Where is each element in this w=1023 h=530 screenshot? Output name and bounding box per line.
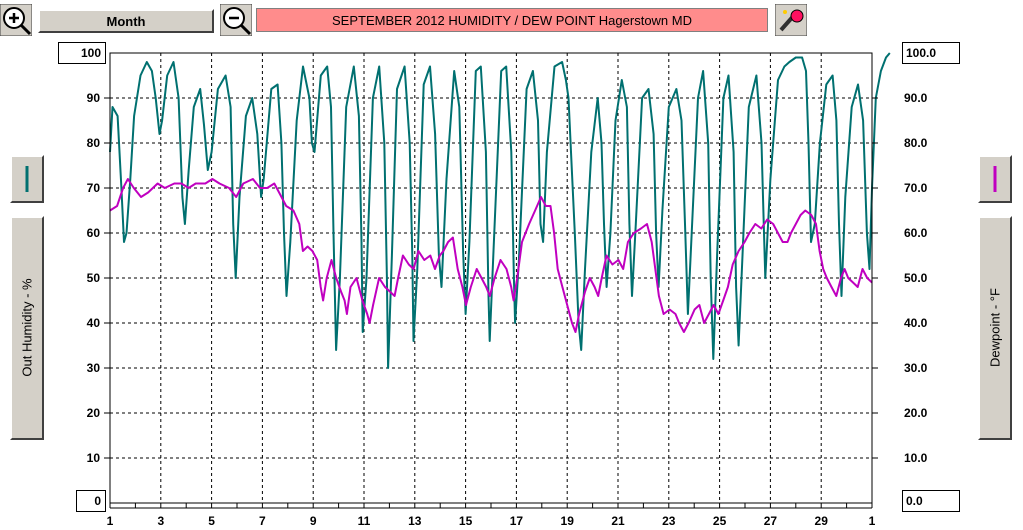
humidity-min-value: 0	[76, 490, 106, 512]
chart-title-text: SEPTEMBER 2012 HUMIDITY / DEW POINT Hage…	[332, 12, 692, 28]
x-tick-label: 5	[208, 514, 215, 528]
chart-title: SEPTEMBER 2012 HUMIDITY / DEW POINT Hage…	[256, 8, 768, 32]
chart-grid	[110, 53, 872, 503]
humidity-legend-button[interactable]	[10, 155, 44, 203]
right-tick-label: 80.0	[904, 136, 928, 150]
color-settings-button[interactable]	[774, 3, 808, 37]
chart-frame	[109, 52, 873, 504]
humidity-series-line	[109, 52, 891, 369]
humidity-axis-label: Out Humidity - %	[19, 278, 35, 377]
dewpoint-min-value: 0.0	[902, 490, 960, 512]
magnifier-plus-icon	[0, 3, 33, 37]
right-tick-label: 60.0	[904, 226, 928, 240]
dewpoint-legend-button[interactable]	[978, 155, 1012, 203]
left-tick-label: 60	[87, 226, 101, 240]
x-tick-label: 11	[358, 514, 371, 528]
left-tick-label: 10	[87, 451, 101, 465]
magnifier-minus-icon	[219, 3, 253, 37]
right-tick-label: 30.0	[904, 361, 928, 375]
right-tick-label: 70.0	[904, 181, 928, 195]
humidity-max-value: 100	[58, 42, 106, 64]
humidity-legend-swatch	[25, 166, 29, 192]
x-tick-label: 1	[869, 514, 876, 528]
x-tick-label: 7	[259, 514, 266, 528]
dewpoint-axis-label: Dewpoint - °F	[987, 288, 1003, 367]
x-tick-label: 25	[713, 514, 727, 528]
x-tick-label: 21	[611, 514, 625, 528]
left-tick-label: 90	[87, 91, 101, 105]
x-tick-label: 15	[459, 514, 473, 528]
x-tick-label: 9	[310, 514, 317, 528]
right-tick-label: 40.0	[904, 316, 928, 330]
left-tick-label: 50	[87, 271, 101, 285]
chart-series	[109, 52, 891, 369]
humidity-axis-label-panel: Out Humidity - %	[10, 216, 44, 440]
plot-area-border	[109, 52, 873, 504]
zoom-out-button[interactable]	[219, 3, 253, 37]
left-tick-label: 40	[87, 316, 101, 330]
x-tick-label: 29	[815, 514, 829, 528]
x-tick-label: 3	[157, 514, 164, 528]
x-tick-label: 13	[408, 514, 422, 528]
dewpoint-series-line	[109, 178, 873, 333]
right-tick-label: 50.0	[904, 271, 928, 285]
x-tick-label: 23	[662, 514, 676, 528]
x-tick-label: 1	[107, 514, 114, 528]
left-tick-label: 20	[87, 406, 101, 420]
month-button[interactable]: Month	[38, 9, 214, 33]
dewpoint-axis-label-panel: Dewpoint - °F	[978, 216, 1012, 440]
x-tick-label: 19	[561, 514, 575, 528]
dewpoint-legend-swatch	[993, 166, 997, 192]
month-button-label: Month	[106, 13, 146, 29]
left-tick-label: 80	[87, 136, 101, 150]
zoom-in-button[interactable]	[0, 3, 33, 37]
right-tick-label: 90.0	[904, 91, 928, 105]
left-tick-label: 70	[87, 181, 101, 195]
chart-ticks: 90 80 70 60 50 40 30 20 10 90.0 80.0 70.0 60.0 50.0 40…	[87, 91, 928, 528]
right-tick-label: 10.0	[904, 451, 928, 465]
right-tick-label: 20.0	[904, 406, 928, 420]
x-tick-label: 27	[764, 514, 778, 528]
dewpoint-max-value: 100.0	[902, 42, 960, 64]
paint-brush-icon	[774, 3, 808, 37]
left-tick-label: 30	[87, 361, 101, 375]
x-tick-label: 17	[510, 514, 524, 528]
